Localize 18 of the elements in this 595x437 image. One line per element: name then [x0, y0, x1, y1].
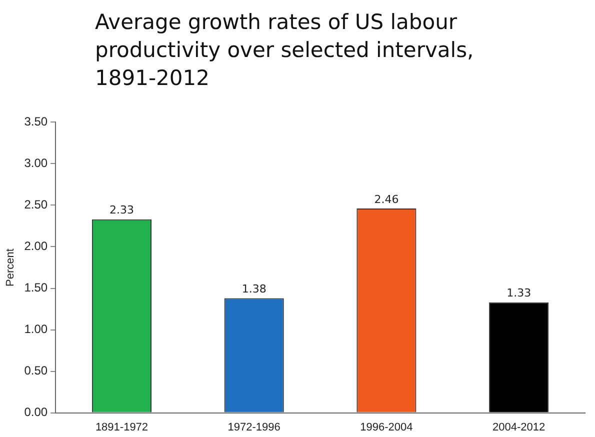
y-tick-label: 1.50	[24, 280, 48, 295]
data-label: 1.33	[506, 286, 532, 300]
x-tick-label: 2004-2012	[492, 421, 546, 434]
chart-title: Average growth rates of US labour productivity over selected intervals, 1891-2012	[95, 9, 475, 92]
y-tick-label: 1.00	[24, 322, 48, 336]
x-tick-label: 1891-1972	[95, 421, 148, 434]
y-tick-label: 3.50	[24, 114, 48, 129]
x-tick-label: 1996-2004	[360, 421, 413, 434]
y-tick-label: 3.00	[24, 156, 48, 170]
data-label: 1.38	[242, 282, 266, 296]
y-tick-label: 2.00	[24, 239, 48, 254]
y-tick-label: 2.50	[24, 198, 48, 212]
y-tick-label: 0.50	[24, 364, 48, 378]
y-tick-label: 0.00	[24, 405, 48, 420]
y-axis-title: Percent	[4, 248, 17, 286]
data-label: 2.33	[109, 204, 134, 217]
x-tick-label: 1972-1996	[228, 421, 280, 434]
data-label: 2.46	[374, 192, 399, 206]
